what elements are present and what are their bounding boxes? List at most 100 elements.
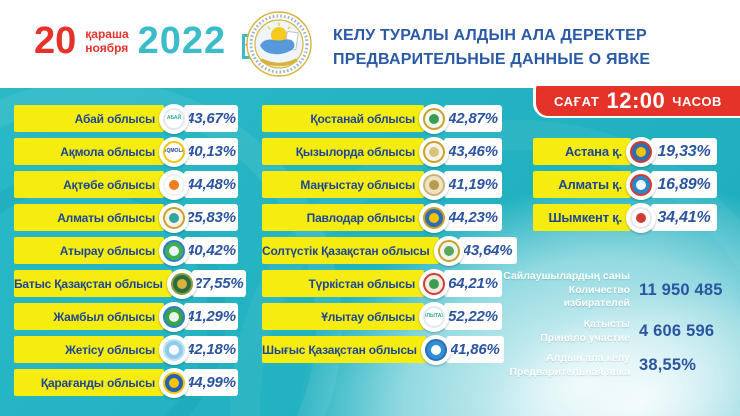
date-day: 20 — [34, 20, 77, 63]
region-row-label-bar: Ұлытау облысы — [262, 303, 424, 330]
region-name: Алматы қ. — [558, 177, 622, 192]
turnout-value: 16,89% — [651, 171, 717, 198]
turnout-value: 42,87% — [444, 105, 502, 132]
region-row: Маңғыстау облысы 41,19% — [262, 169, 502, 200]
region-row-label-bar: Түркістан облысы — [262, 270, 424, 297]
turnout-value: 41,29% — [184, 303, 238, 330]
emblem-art — [163, 173, 185, 196]
emblem-art — [630, 140, 652, 163]
city-row: Алматы қ. 16,89% — [533, 169, 717, 200]
title-line-kk: КЕЛУ ТУРАЛЫ АЛДЫН АЛА ДЕРЕКТЕР — [333, 27, 647, 44]
emblem-art — [423, 140, 445, 163]
emblem-art — [423, 272, 445, 295]
summary-label: Сайлаушылардың саны Количество избирателе… — [500, 270, 630, 311]
region-emblem-icon — [626, 136, 656, 167]
page-title: КЕЛУ ТУРАЛЫ АЛДЫН АЛА ДЕРЕКТЕР ПРЕДВАРИТ… — [333, 24, 650, 72]
turnout-value: 19,33% — [651, 138, 717, 165]
emblem-core — [169, 344, 179, 355]
region-emblem-icon — [419, 202, 449, 233]
emblem-art — [163, 371, 185, 394]
region-name: Атырау облысы — [59, 243, 155, 258]
emblem-core — [169, 245, 179, 256]
emblem-core — [443, 245, 454, 256]
turnout-value: 43,46% — [444, 138, 502, 165]
region-row-label-bar: Шығыс Қазақстан облысы — [262, 336, 426, 363]
region-name: Шығыс Қазақстан облысы — [262, 342, 417, 357]
region-row-label-bar: Қостанай облысы — [262, 105, 424, 132]
emblem-art — [423, 173, 445, 196]
region-emblem-icon — [159, 334, 189, 365]
region-name: Ұлытау облысы — [321, 309, 415, 324]
summary-row: Сайлаушылардың саны Количество избирателе… — [500, 270, 723, 311]
time-banner-time: 12:00 — [606, 88, 666, 113]
region-row: Қостанай облысы 42,87% — [262, 103, 502, 134]
turnout-value: 43,64% — [458, 237, 517, 264]
region-row: Қызылорда облысы 43,46% — [262, 136, 502, 167]
region-name: Солтүстік Қазақстан облысы — [262, 243, 430, 258]
summary-row: Қатысты Приняло участие 4 606 596 — [500, 318, 721, 345]
turnout-value: 44,48% — [184, 171, 238, 198]
date-months: қараша ноября — [85, 27, 129, 56]
emblem-art — [423, 107, 445, 130]
time-banner-prefix: САҒАТ — [553, 93, 600, 109]
region-name: Түркістан облысы — [308, 276, 415, 291]
region-name: Абай облысы — [74, 111, 156, 126]
region-column-middle: Қостанай облысы 42,87% Қызылорда облысы 43,… — [262, 103, 517, 369]
turnout-value: 41,86% — [445, 336, 504, 363]
region-emblem-icon — [626, 169, 656, 200]
emblem-core — [429, 278, 439, 289]
emblem-art — [423, 206, 445, 229]
summary-value: 11 950 485 — [639, 280, 723, 299]
emblem-art — [170, 272, 193, 295]
emblem-art: АБАЙ — [163, 107, 185, 130]
region-row-label-bar: Батыс Қазақстан облысы — [14, 270, 172, 297]
date-month-ru: ноября — [85, 40, 129, 55]
emblem-art — [437, 239, 460, 262]
region-row: Атырау облысы 40,42% — [14, 235, 238, 266]
region-row: Ұлытау облысы ҰЛЫТАУ 52,22% — [262, 301, 502, 332]
summary-label-kk: Қатысты — [583, 317, 630, 330]
city-column: Астана қ. 19,33% Алматы қ. 16,89% Шымкент қ.… — [533, 136, 717, 237]
turnout-value: 43,67% — [184, 105, 238, 132]
region-emblem-icon — [159, 367, 189, 398]
region-emblem-icon: ҰЛЫТАУ — [419, 301, 449, 332]
region-row: Түркістан облысы 64,21% — [262, 268, 502, 299]
emblem-art — [424, 338, 447, 361]
region-name: Қарағанды облысы — [40, 375, 155, 390]
emblem-core — [429, 179, 439, 190]
emblem-art: AQMOLA — [163, 140, 185, 163]
summary-label-kk: Алдын ала келу — [546, 352, 630, 365]
region-row-label-bar: Маңғыстау облысы — [262, 171, 424, 198]
turnout-value: 34,41% — [651, 204, 717, 231]
region-name: Астана қ. — [564, 144, 622, 159]
summary-label-kk: Сайлаушылардың саны — [503, 270, 630, 282]
region-row: Павлодар облысы 44,23% — [262, 202, 502, 233]
election-date: 20 қараша ноября 2022 — [34, 20, 276, 63]
region-name: Павлодар облысы — [306, 210, 416, 225]
turnout-value: 40,42% — [184, 237, 238, 264]
city-row-label-bar: Астана қ. — [533, 138, 631, 165]
summary-row: Алдын ала келу Предварительная явка 38,55% — [500, 352, 721, 379]
region-row: Абай облысы АБАЙ 43,67% — [14, 103, 238, 134]
summary-label-ru: Приняло участие — [540, 331, 630, 344]
emblem-core — [169, 377, 179, 388]
region-row-label-bar: Қарағанды облысы — [14, 369, 164, 396]
region-row: Жетісу облысы 42,18% — [14, 334, 238, 365]
emblem-art — [163, 305, 185, 328]
summary-label: Алдын ала келу Предварительная явка — [500, 352, 631, 379]
emblem-core — [636, 179, 646, 190]
region-row-label-bar: Алматы облысы — [14, 204, 164, 231]
region-name: Шымкент қ. — [548, 210, 623, 225]
region-row: Ақмола облысы AQMOLA 40,13% — [14, 136, 238, 167]
region-row: Жамбыл облысы 41,29% — [14, 301, 238, 332]
turnout-value: 44,23% — [444, 204, 502, 231]
region-emblem-icon: AQMOLA — [159, 136, 189, 167]
emblem-art: ҰЛЫТАУ — [423, 305, 445, 328]
region-emblem-icon — [419, 136, 449, 167]
emblem-art — [163, 206, 185, 229]
emblem-core — [169, 212, 179, 223]
region-row: Ақтөбе облысы 44,48% — [14, 169, 238, 200]
election-commission-seal-icon — [246, 11, 312, 77]
turnout-value: 42,18% — [184, 336, 238, 363]
